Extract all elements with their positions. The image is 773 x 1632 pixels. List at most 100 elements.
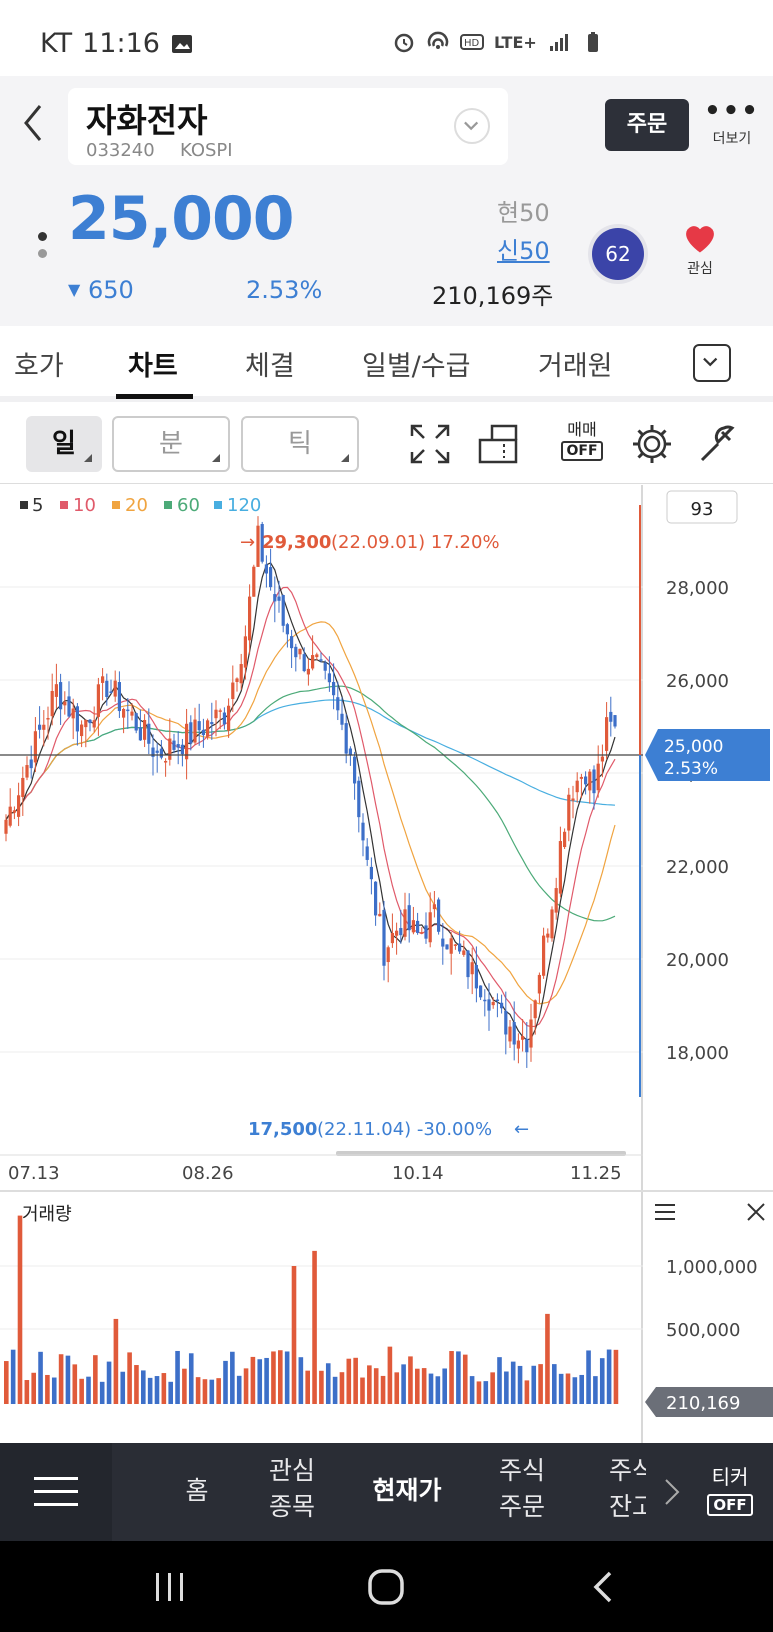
x-axis-label: 08.26 [182,1163,234,1184]
stock-selector[interactable]: 자화전자 033240 KOSPI [68,88,508,165]
volume-bar [387,1346,393,1404]
volume-bar [524,1380,530,1404]
candle-body [235,678,239,682]
volume-bar [579,1374,584,1404]
bottom-navigation: 홈 관심 종목 현재가 주식 주문 주식 잔고 티커 OFF [0,1443,773,1541]
legend-ma60: 60 [177,495,200,516]
volume-bar [195,1377,201,1404]
volume-bar [45,1374,50,1404]
volume-bar [24,1380,30,1404]
hamburger-icon [34,1477,78,1506]
more-button[interactable]: ••• 더보기 [700,98,764,158]
tab-trades[interactable]: 체결 [245,351,295,382]
candle-body [504,1010,508,1035]
candle-body [407,905,411,931]
volume-bar [332,1376,338,1404]
candle-body [71,708,75,719]
candle-body [264,564,268,574]
volume-bar [312,1250,317,1404]
back-nav-icon[interactable] [588,1567,618,1607]
volume-bar [65,1355,71,1404]
price-tag [645,729,770,781]
candle-body [378,913,382,917]
settings-gear-icon[interactable] [630,422,674,466]
tab-chart[interactable]: 차트 [128,351,178,382]
period-day-button[interactable]: 일 [26,416,102,472]
candle-body [33,731,37,763]
candle-body [458,943,462,952]
high-price: 29,300 [262,532,331,553]
volume-bar [504,1371,509,1404]
nav-home[interactable]: 홈 [185,1476,209,1505]
period-tick-button[interactable]: 틱 [241,416,359,472]
candle-body [357,780,361,818]
nav-watchlist[interactable]: 관심 종목 [268,1456,315,1521]
candle-body [613,715,617,727]
stock-dropdown-button[interactable] [454,108,490,144]
trade-state-badge: OFF [561,441,603,461]
ma10-line [5,586,616,1028]
volume-bar [250,1356,256,1404]
candle-body [516,1040,520,1049]
close-volume-icon[interactable] [747,1203,765,1221]
trade-volume: 210,169주 [432,282,554,310]
candle-body [487,999,491,1011]
candle-body [176,744,180,748]
watch-button[interactable]: 관심 [680,220,720,278]
nav-stock-order[interactable]: 주식 주문 [498,1456,545,1521]
x-axis-labels: 07.13 08.26 10.14 11.25 [8,1163,622,1184]
candle-body [239,664,243,684]
tab-daily-supply[interactable]: 일별/수급 [362,351,471,382]
sin-link[interactable]: 신50 [497,237,550,265]
period-minute-button[interactable]: 분 [112,416,230,472]
volume-bar [476,1381,482,1404]
candle-body [600,756,604,762]
candle-body [59,682,63,710]
low-arrow-icon: ← [514,1119,529,1140]
volume-bar [175,1350,180,1404]
score-badge[interactable]: 62 [592,228,644,280]
candle-body [172,740,176,750]
candle-body [432,904,436,910]
nav-stock-balance[interactable]: 주식 잔고 [608,1456,646,1521]
candle-body [256,525,260,567]
volume-bar [428,1373,434,1404]
legend-ma5: 5 [32,495,43,516]
volume-bar [545,1313,550,1404]
candle-body [445,944,449,950]
nav-current-price[interactable]: 현재가 [372,1476,442,1505]
tab-menu-button[interactable] [693,344,731,382]
order-button[interactable]: 주문 [605,99,689,151]
split-layout-icon[interactable] [476,422,520,466]
volume-bar [558,1373,564,1404]
recent-apps-icon[interactable] [150,1569,190,1605]
stock-market: KOSPI [180,140,233,161]
wrench-icon[interactable] [696,422,740,466]
volume-bar [113,1318,119,1404]
home-icon[interactable] [366,1567,406,1607]
candle-body [101,676,105,683]
volume-menu-icon[interactable] [655,1204,675,1220]
hamburger-menu-button[interactable] [0,1443,112,1541]
tab-orderbook[interactable]: 호가 [14,351,64,382]
volume-bar [305,1370,310,1404]
candle-body [180,744,184,755]
candle-body [369,866,373,880]
volume-bar [168,1381,173,1404]
ticker-toggle[interactable]: 티커 OFF [700,1461,760,1516]
candle-body [4,819,8,834]
volume-axis-label: 1,000,000 [666,1257,758,1278]
candle-body [491,1001,495,1006]
fullscreen-icon[interactable] [408,422,452,466]
down-triangle-icon: ▼ [68,280,81,299]
trade-toggle[interactable]: 매매 OFF [560,420,604,461]
back-icon[interactable] [14,98,54,148]
volume-bar [421,1368,427,1404]
volume-bar [373,1368,379,1404]
candle-body [46,718,50,720]
network-type: LTE+ [494,32,537,52]
chevron-right-icon[interactable] [662,1476,682,1508]
tab-brokers[interactable]: 거래원 [538,351,613,382]
